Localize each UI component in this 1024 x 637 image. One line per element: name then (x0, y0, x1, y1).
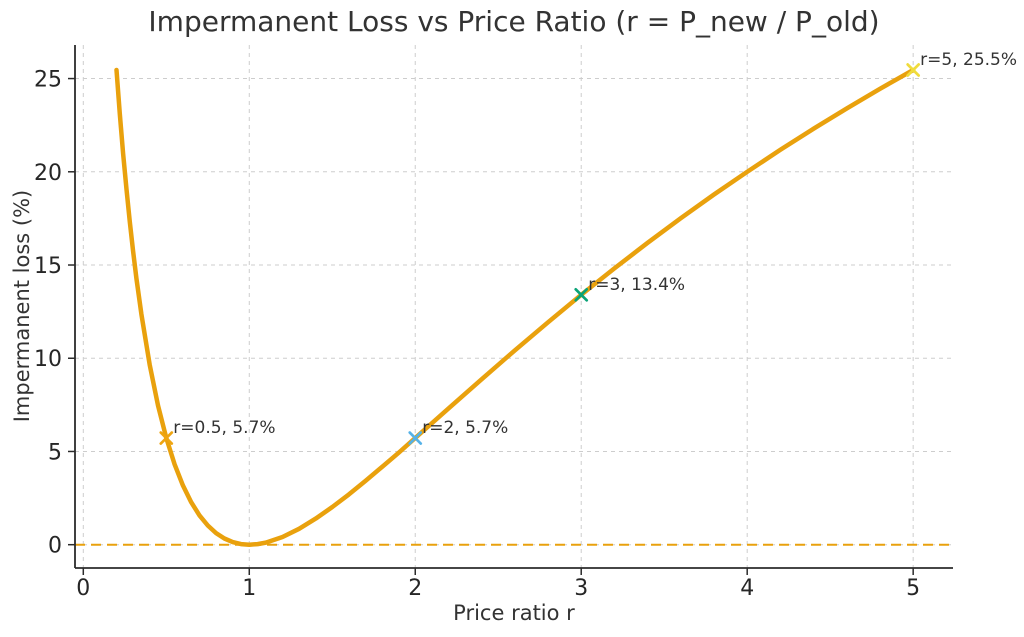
chart-title: Impermanent Loss vs Price Ratio (r = P_n… (148, 5, 880, 38)
marker-annotation: r=3, 13.4% (588, 275, 685, 295)
impermanent-loss-curve (114, 67, 916, 547)
marker-x-icon (408, 431, 423, 445)
y-tick-label: 0 (48, 534, 62, 559)
y-tick-label: 10 (34, 347, 62, 372)
marker-x-icon (159, 431, 174, 445)
x-axis-label: Price ratio r (453, 601, 575, 625)
x-tick-label: 2 (408, 576, 422, 601)
x-tick-label: 0 (76, 576, 90, 601)
y-tick-label: 5 (48, 440, 62, 465)
x-tick-label: 1 (242, 576, 256, 601)
x-tick-label: 3 (574, 576, 588, 601)
marker-annotation: r=2, 5.7% (422, 418, 508, 438)
marker-x-icon (574, 287, 589, 302)
y-tick-label: 25 (34, 68, 62, 93)
marker-annotation: r=0.5, 5.7% (173, 418, 275, 438)
y-tick-label: 15 (34, 254, 62, 279)
x-tick-label: 4 (740, 576, 754, 601)
marker-annotation: r=5, 25.5% (920, 50, 1017, 70)
x-tick-label: 5 (906, 576, 920, 601)
y-tick-label: 20 (34, 161, 62, 186)
marker-x-icon (906, 63, 921, 77)
